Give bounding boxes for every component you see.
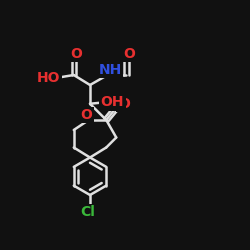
Text: O: O — [80, 108, 92, 122]
Text: Cl: Cl — [80, 206, 95, 220]
Text: O: O — [70, 47, 82, 61]
Text: HO: HO — [37, 70, 60, 85]
Text: O: O — [123, 47, 135, 61]
Text: NH: NH — [98, 63, 122, 77]
Text: O: O — [118, 97, 130, 111]
Text: OH: OH — [101, 96, 124, 110]
